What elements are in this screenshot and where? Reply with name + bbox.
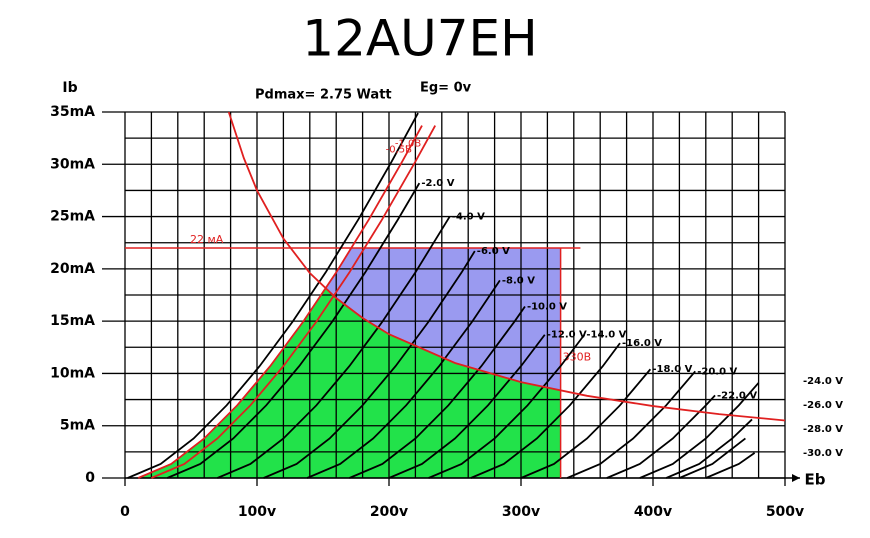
curve	[388, 334, 546, 479]
series-label: -18.0 V	[652, 364, 692, 375]
x-tick-label: 200v	[370, 504, 408, 520]
curve	[606, 394, 716, 479]
series-label: Pdmax= 2.75 Watt	[255, 88, 392, 103]
series-label: -28.0 V	[803, 424, 843, 435]
curve	[151, 125, 436, 479]
curve	[520, 368, 652, 479]
y-tick-label: 25mA	[50, 209, 95, 225]
series-label: Eg= 0v	[420, 81, 472, 96]
curve	[428, 334, 586, 479]
curve	[166, 182, 421, 479]
series-label: -14.0 V	[586, 330, 626, 341]
y-tick-label: 20mA	[50, 261, 95, 277]
x-tick-label: 400v	[634, 504, 672, 520]
curve	[470, 342, 621, 479]
series-label: -0,5B	[386, 145, 413, 156]
x-tick-label: 0	[120, 504, 130, 520]
series-label: -2.0 V	[421, 178, 454, 189]
curve	[137, 125, 423, 479]
y-tick-label: 5mA	[60, 418, 95, 434]
series-label: -4.0 V	[452, 212, 485, 223]
curve	[679, 437, 746, 479]
series-label: -26.0 V	[803, 400, 843, 411]
y-axis-label: Ib	[62, 80, 77, 96]
y-tick-label: 0	[85, 470, 95, 486]
series-label: -12.0 V	[547, 330, 587, 341]
curve	[665, 418, 753, 479]
curve	[566, 370, 696, 479]
x-axis-label: Eb	[805, 471, 826, 489]
curve	[127, 112, 419, 479]
series-label: -10.0 V	[527, 302, 567, 313]
chart-title: 12AU7EH	[302, 10, 537, 68]
series-label: -22.0 V	[717, 390, 757, 401]
y-tick-label: 30mA	[50, 156, 95, 172]
curve	[306, 279, 501, 479]
series-label: -1,0B	[395, 139, 422, 150]
x-tick-label: 300v	[502, 504, 540, 520]
curve	[217, 216, 451, 479]
curve	[227, 111, 786, 422]
series-label: -30.0 V	[803, 448, 843, 459]
y-tick-label: 35mA	[50, 104, 95, 120]
series-label: -16.0 V	[622, 338, 662, 349]
curve	[349, 305, 526, 479]
curve	[263, 250, 476, 479]
y-tick-label: 10mA	[50, 365, 95, 381]
curve	[705, 452, 756, 479]
series-label: -24.0 V	[803, 376, 843, 387]
y-tick-label: 15mA	[50, 313, 95, 329]
series-label: -8.0 V	[502, 275, 535, 286]
x-tick-label: 500v	[766, 504, 804, 520]
current-limit-label: 22 мА	[190, 233, 224, 246]
x-tick-label: 100v	[238, 504, 276, 520]
x-axis-arrow	[792, 474, 800, 482]
series-label: -20.0 V	[697, 366, 737, 377]
series-label: -6.0 V	[477, 246, 510, 257]
curve	[639, 382, 760, 479]
